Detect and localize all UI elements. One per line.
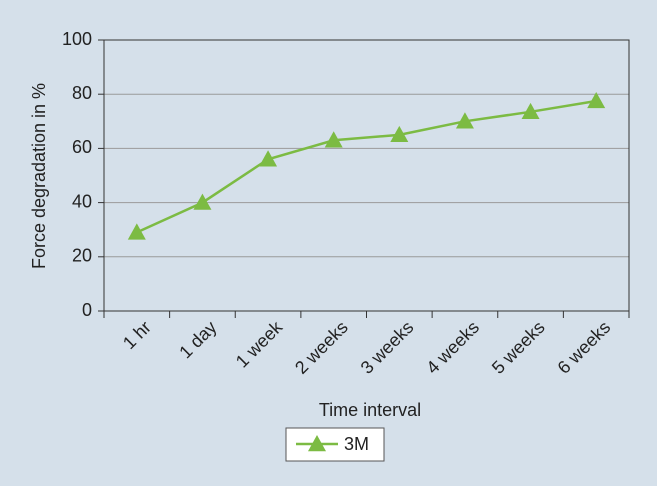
data-line: [136, 99, 597, 234]
legend-label: 3M: [344, 434, 369, 454]
x-axis-title: Time interval: [319, 400, 421, 420]
data-marker: [127, 223, 146, 240]
data-marker: [259, 150, 278, 167]
y-tick-label: 80: [72, 83, 92, 103]
y-tick-label: 20: [72, 246, 92, 266]
y-tick-label: 60: [72, 137, 92, 157]
data-marker: [193, 193, 212, 210]
y-tick-label: 40: [72, 191, 92, 211]
data-marker: [455, 112, 474, 129]
data-marker: [324, 131, 343, 148]
data-marker: [521, 102, 540, 120]
data-marker: [587, 91, 606, 109]
y-tick-label: 0: [82, 300, 92, 320]
y-tick-label: 100: [62, 29, 92, 49]
y-axis-title: Force degradation in %: [29, 83, 49, 269]
legend-marker: [308, 435, 326, 452]
data-marker: [390, 125, 409, 143]
